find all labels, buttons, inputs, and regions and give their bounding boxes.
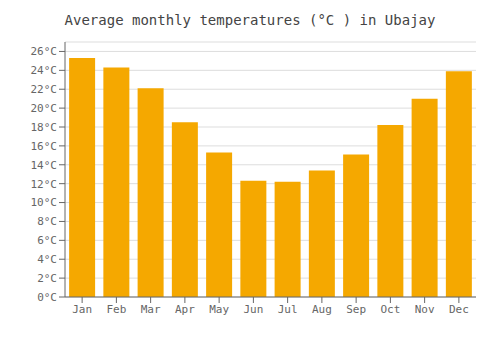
svg-text:Sep: Sep <box>346 303 366 316</box>
svg-text:14°C: 14°C <box>31 159 58 172</box>
svg-text:10°C: 10°C <box>31 196 58 209</box>
html-text:Average monthly temperatures (: Average monthly temperatures (°C ) in Ub… <box>64 12 436 28</box>
svg-text:16°C: 16°C <box>31 140 58 153</box>
svg-text:Nov: Nov <box>415 303 435 316</box>
svg-text:May: May <box>209 303 229 316</box>
svg-text:Oct: Oct <box>380 303 400 316</box>
svg-text:6°C: 6°C <box>37 234 57 247</box>
svg-text:Jul: Jul <box>278 303 298 316</box>
svg-text:Dec: Dec <box>449 303 469 316</box>
svg-text:Aug: Aug <box>312 303 332 316</box>
svg-text:8°C: 8°C <box>37 215 57 228</box>
svg-text:18°C: 18°C <box>31 121 58 134</box>
svg-text:2°C: 2°C <box>37 272 57 285</box>
svg-text:Jan: Jan <box>72 303 92 316</box>
svg-text:24°C: 24°C <box>31 64 58 77</box>
svg-text:4°C: 4°C <box>37 253 57 266</box>
svg-text:Mar: Mar <box>141 303 161 316</box>
svg-text:Apr: Apr <box>175 303 195 316</box>
svg-text:0°C: 0°C <box>37 291 57 304</box>
svg-text:22°C: 22°C <box>31 83 58 96</box>
svg-text:12°C: 12°C <box>31 178 58 191</box>
svg-text:Feb: Feb <box>106 303 126 316</box>
svg-text:20°C: 20°C <box>31 102 58 115</box>
svg-text:Jun: Jun <box>243 303 263 316</box>
svg-text:26°C: 26°C <box>31 45 58 58</box>
